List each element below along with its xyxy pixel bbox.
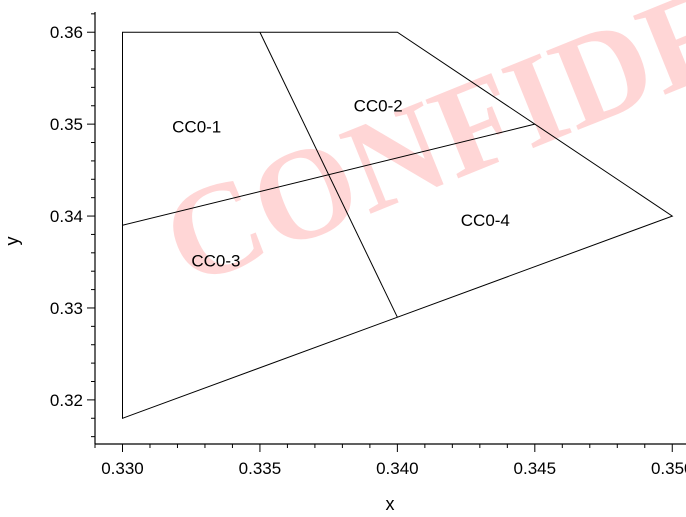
y-tick-label: 0.34 <box>50 207 83 226</box>
x-tick-label: 0.345 <box>514 459 557 478</box>
bin-divider-line <box>122 123 535 226</box>
chart-marks: CC0-1 CC0-2 CC0-3 CC0-4 <box>122 31 674 420</box>
x-tick-label: 0.340 <box>376 459 419 478</box>
x-tick-label: 0.335 <box>239 459 282 478</box>
x-axis-label: x <box>386 494 395 514</box>
x-tick-label: 0.330 <box>101 459 144 478</box>
y-tick-label: 0.36 <box>50 23 83 42</box>
y-axis-label: y <box>2 237 22 246</box>
x-tick-label: 0.350 <box>651 459 686 478</box>
y-tick-label: 0.32 <box>50 391 83 410</box>
region-label-cc0-1: CC0-1 <box>172 117 221 136</box>
bin-outline <box>122 31 674 420</box>
region-label-cc0-4: CC0-4 <box>461 211 510 230</box>
y-tick-label: 0.35 <box>50 115 83 134</box>
region-label-cc0-3: CC0-3 <box>191 252 240 271</box>
y-tick-label: 0.33 <box>50 299 83 318</box>
region-label-cc0-2: CC0-2 <box>354 96 403 115</box>
axes: 0.330 0.335 0.340 0.345 0.350 0.32 0.33 0.34 0.3… <box>50 12 686 478</box>
